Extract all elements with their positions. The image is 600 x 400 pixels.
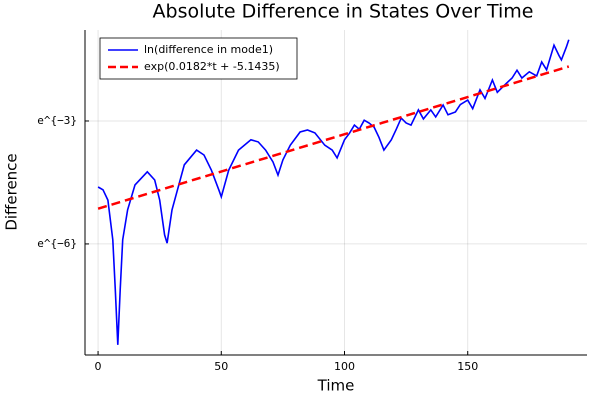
chart-title: Absolute Difference in States Over Time <box>153 1 534 23</box>
x-tick-label: 100 <box>334 360 355 373</box>
legend-label: ln(difference in mode1) <box>144 43 273 56</box>
x-axis-label: Time <box>317 377 355 395</box>
series-line <box>97 39 570 345</box>
x-tick-label: 0 <box>95 360 102 373</box>
legend-label: exp(0.0182*t + -5.1435) <box>144 60 280 73</box>
x-tick-label: 50 <box>214 360 228 373</box>
x-tick-label: 150 <box>457 360 478 373</box>
series-line <box>97 65 570 210</box>
y-tick-label: e^{−3} <box>37 114 77 127</box>
y-tick-label: e^{−6} <box>37 237 77 250</box>
legend-box <box>99 37 298 80</box>
y-axis-label: Difference <box>3 153 21 230</box>
